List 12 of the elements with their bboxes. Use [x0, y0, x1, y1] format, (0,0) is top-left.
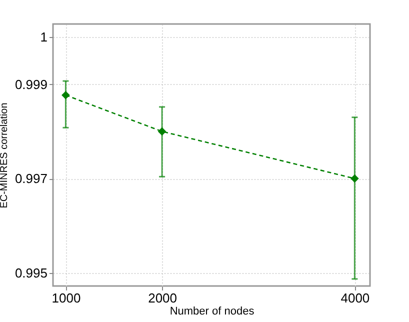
- y-tick-label: 0.995: [14, 265, 48, 280]
- y-tick-label: 0.999: [14, 76, 48, 92]
- y-axis-title: EC-MINRES correlation: [0, 102, 10, 208]
- y-tick-label: 1: [40, 30, 48, 45]
- point: [62, 90, 70, 100]
- point: [158, 127, 166, 136]
- y-tick-label: 0.997: [14, 171, 48, 186]
- x-tick-label: 4000: [340, 290, 370, 306]
- x-tick-label: 2000: [148, 290, 177, 306]
- point: [350, 174, 359, 183]
- x-axis-title: Number of nodes: [170, 306, 255, 318]
- x-tick-label: 1000: [52, 290, 81, 306]
